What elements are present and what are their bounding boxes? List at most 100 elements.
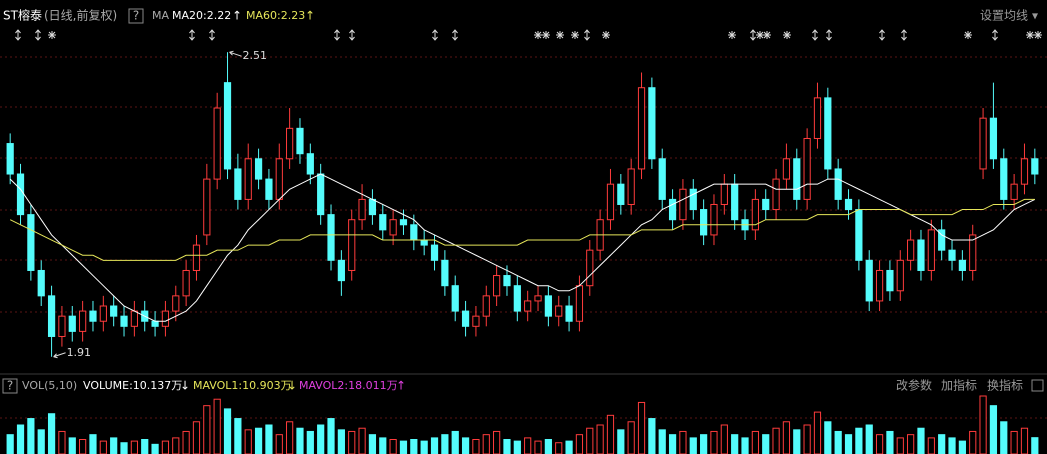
volume-bar (472, 439, 480, 454)
help[interactable]: ? (7, 379, 13, 393)
volume-bar (192, 421, 201, 454)
volume-bar (793, 429, 801, 454)
volume-bar (120, 442, 128, 454)
candle-body (679, 188, 687, 221)
volume-bar (989, 405, 998, 454)
volume-bar (244, 429, 252, 454)
candle-body (524, 300, 532, 312)
volume-bar (203, 405, 211, 454)
candle-body (89, 310, 97, 322)
candle-body (16, 173, 25, 216)
moving-average (9, 173, 1036, 322)
candle-body (938, 229, 946, 251)
candle-body (979, 117, 987, 170)
volume-bar (648, 418, 656, 454)
change-indicator[interactable]: 换指标 (987, 378, 1023, 393)
candle-body (565, 305, 573, 322)
candle-body (503, 275, 511, 287)
candle-body (720, 183, 728, 205)
candle-body (110, 305, 118, 317)
volume-bar (254, 427, 263, 454)
volume-bar (182, 430, 190, 454)
volume-bar (627, 421, 635, 454)
volume-bar (565, 440, 573, 454)
volume-bar (762, 434, 770, 454)
panel-icon[interactable] (1031, 379, 1044, 392)
candle-body (327, 214, 335, 261)
candle-body (1031, 158, 1039, 175)
candle-body (389, 219, 397, 236)
candle-body (47, 295, 56, 337)
candle-body (368, 198, 377, 216)
volume-bar (586, 427, 594, 454)
candle-body (27, 214, 35, 271)
volume-bar (441, 434, 449, 454)
edit-params[interactable]: 改参数 (896, 378, 932, 393)
volume-bar (493, 430, 501, 454)
candle-body (989, 117, 998, 160)
volume-bar (524, 437, 532, 454)
volume-bar (844, 434, 853, 454)
candle-body (731, 183, 739, 221)
volume-bar (803, 424, 811, 454)
candle-body (37, 269, 45, 297)
candle-body (151, 320, 159, 327)
candle-body (410, 224, 418, 241)
candle-body (855, 209, 863, 261)
candle-body (58, 315, 66, 337)
help-box[interactable] (128, 8, 144, 24)
add-indicator[interactable]: 加指标 (941, 378, 977, 393)
volume-bar (337, 429, 345, 454)
candle-body (130, 310, 138, 327)
volume-bar (907, 434, 915, 454)
min-pointer (53, 352, 66, 359)
volume-bar (544, 439, 552, 454)
candle-body (534, 295, 542, 302)
volume-bar (596, 424, 604, 454)
candle-body (700, 209, 708, 236)
candle-body (99, 305, 107, 322)
candle-body (472, 315, 480, 327)
candle-body (969, 234, 977, 271)
help[interactable]: ? (133, 9, 139, 23)
header: ST榕泰 (日线,前复权) ? MA MA20:2.22 ↑ MA60:2.23… (3, 8, 1038, 24)
ma20-arrow: ↑ (232, 9, 242, 23)
settings[interactable]: 设置均线 (980, 9, 1028, 23)
volume-bar (875, 434, 884, 454)
stock-name: ST榕泰 (3, 8, 42, 23)
volume-bar (368, 434, 377, 454)
candle-body (461, 310, 470, 327)
volume-bar (772, 427, 780, 454)
volume-bar (99, 440, 107, 454)
settings-arrow[interactable]: ▾ (1032, 9, 1038, 23)
candle-body (793, 158, 801, 200)
candle-body (927, 229, 935, 271)
volume-bar (461, 437, 470, 454)
volume-bar (782, 421, 791, 454)
volume-bar (886, 430, 894, 454)
candle-body (203, 178, 211, 236)
volume-bar (47, 413, 56, 454)
candle-body (254, 158, 263, 180)
candle-body (555, 305, 563, 317)
volume-bar (813, 411, 822, 454)
volume-bar (679, 430, 687, 454)
volume-bar (513, 440, 521, 454)
candle-body (710, 203, 718, 236)
mavol1: MAVOL1:10.903万 (193, 379, 292, 392)
candle-body (958, 259, 966, 271)
volume-bar (503, 439, 511, 454)
indicator: VOL(5,10) (22, 379, 77, 392)
volume-bar (741, 437, 749, 454)
candle-body (286, 127, 294, 160)
volume-bar (37, 429, 45, 454)
candle-body (192, 244, 201, 271)
volume-bar (1031, 437, 1039, 454)
volume-bar (110, 437, 118, 454)
help-box[interactable] (2, 378, 18, 394)
candle-body (1020, 158, 1029, 185)
volume-bar (296, 427, 304, 454)
grid (0, 56, 1047, 419)
